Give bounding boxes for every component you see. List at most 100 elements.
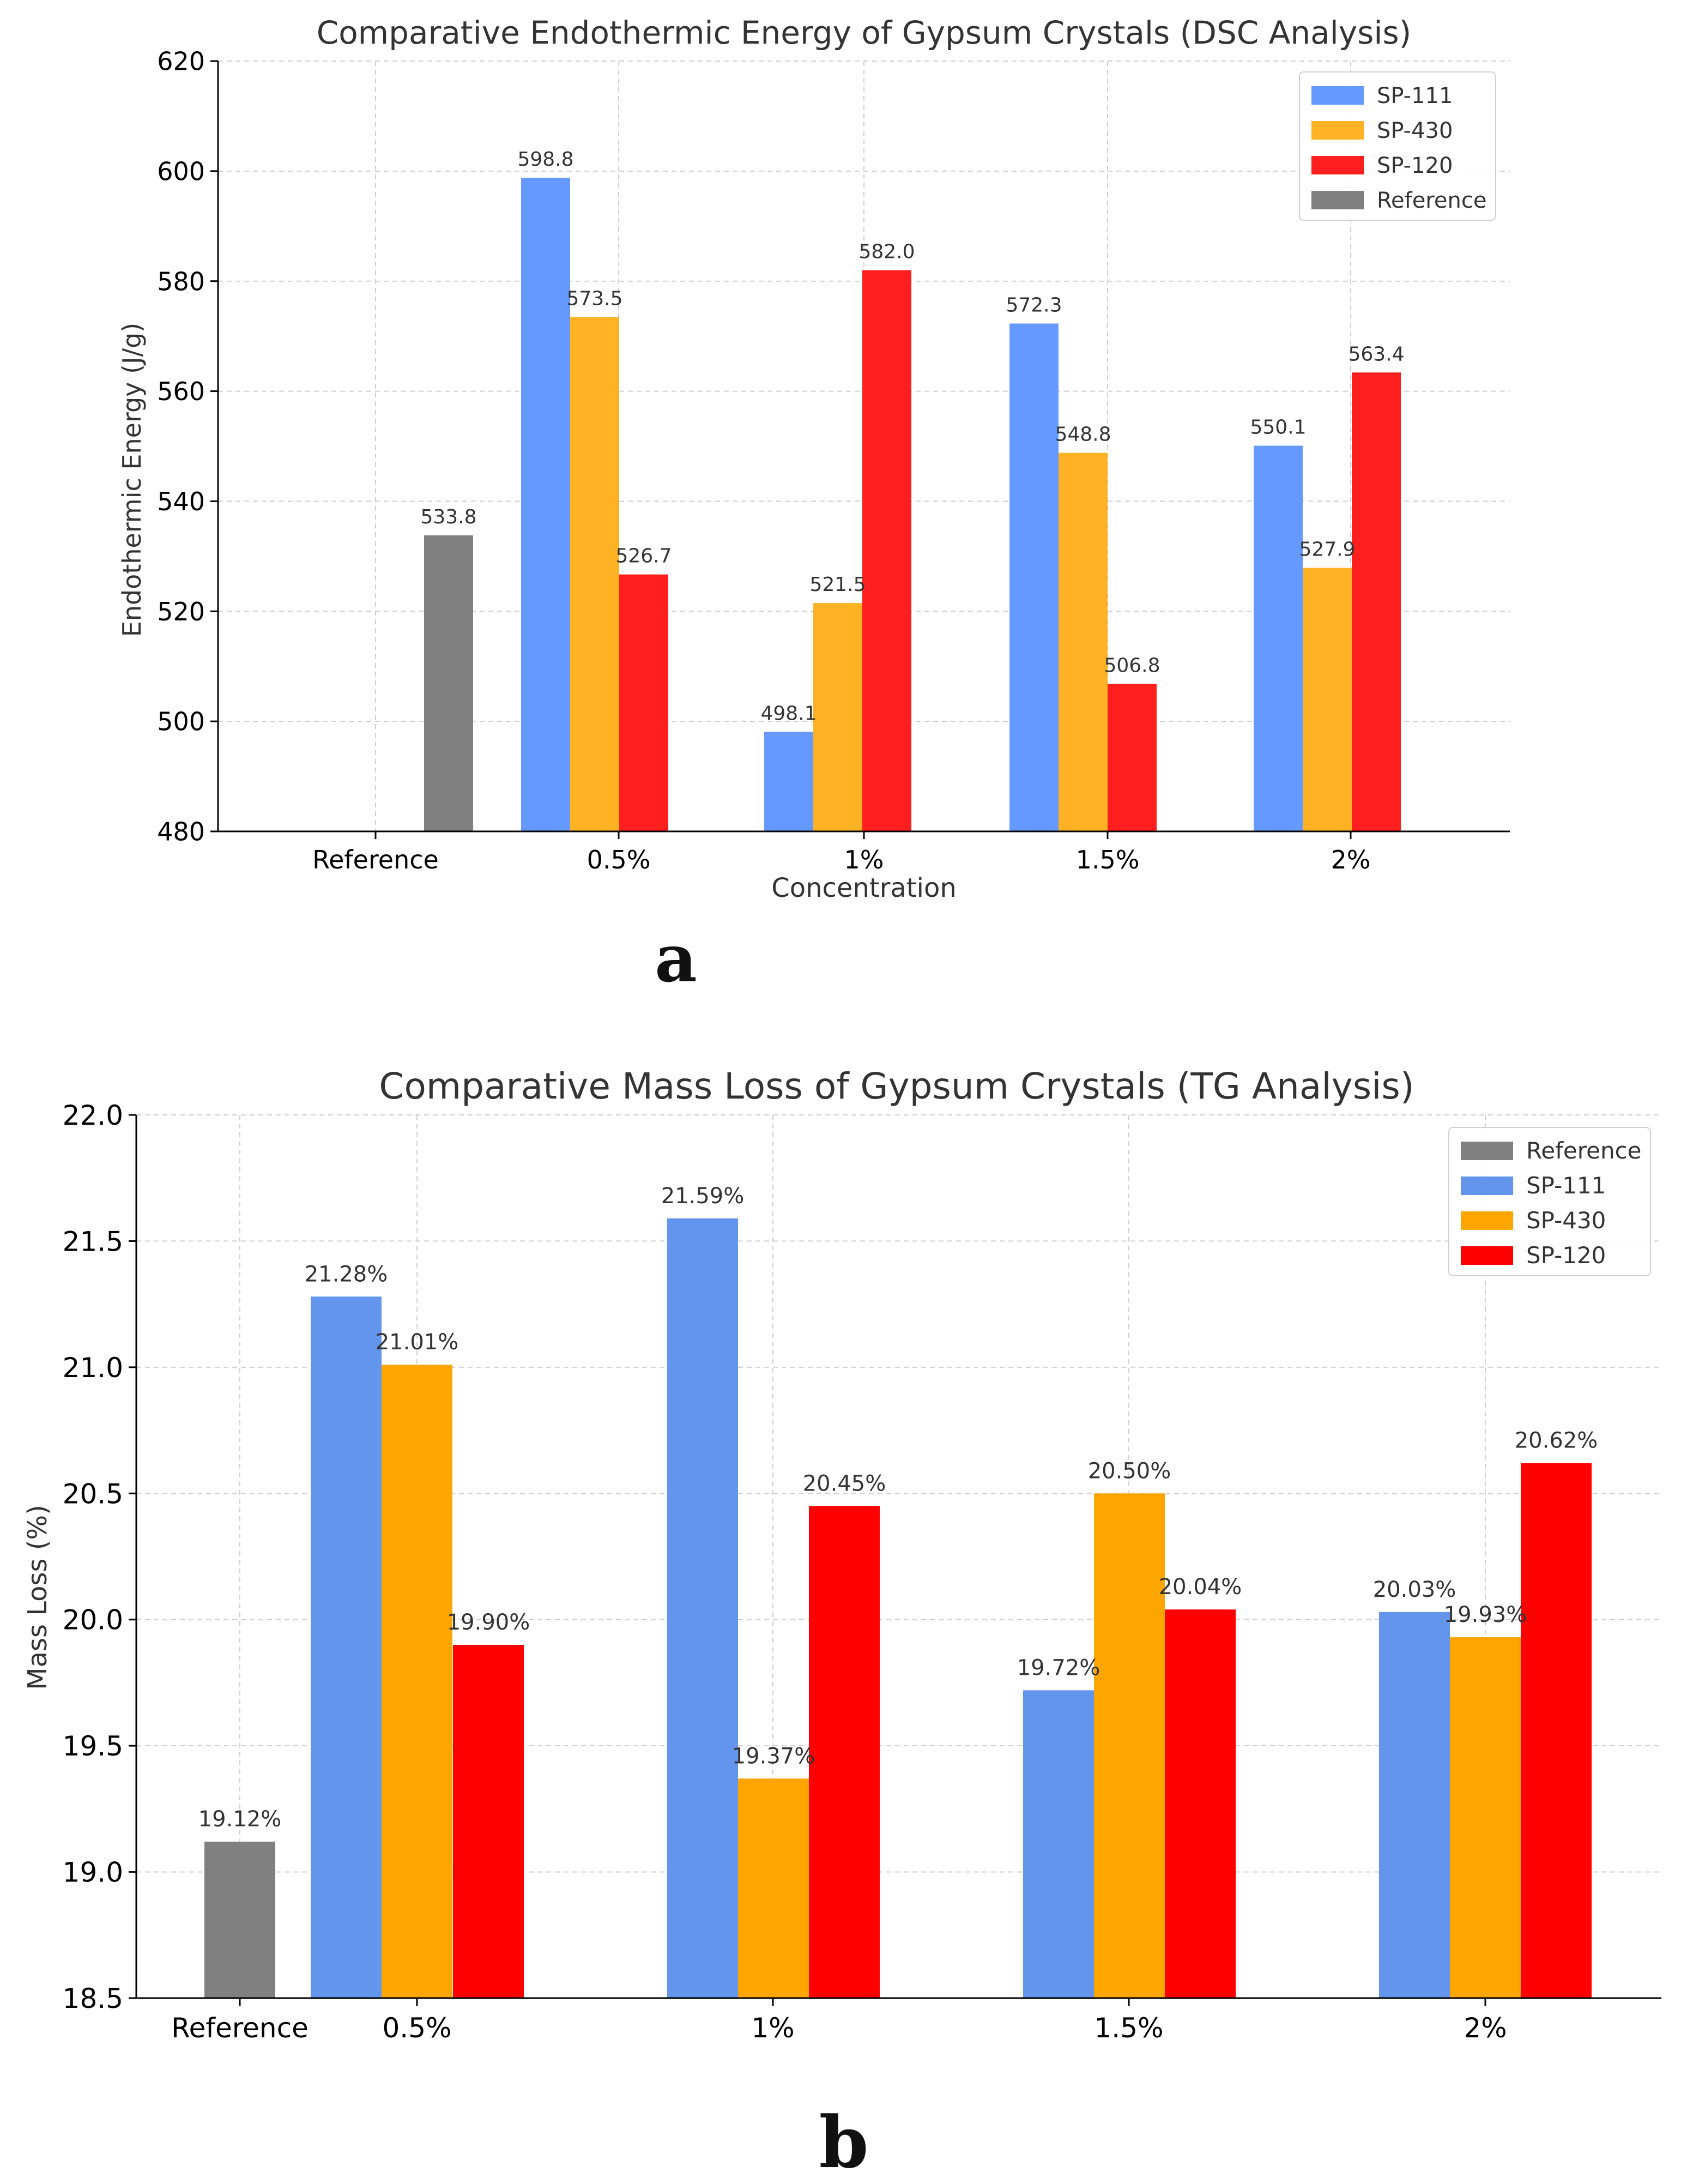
data-label: 21.28% bbox=[305, 1262, 388, 1287]
y-tick-label: 580 bbox=[157, 267, 205, 296]
legend-box bbox=[1299, 71, 1496, 221]
data-label: 498.1 bbox=[760, 702, 817, 725]
y-tick-label: 18.5 bbox=[63, 1983, 123, 2014]
legend-entry-label: SP-120 bbox=[1377, 153, 1453, 178]
data-label: 19.37% bbox=[732, 1743, 815, 1769]
x-tick-label: 1% bbox=[844, 845, 884, 874]
data-label: 548.8 bbox=[1055, 424, 1111, 446]
legend-swatch-reference bbox=[1461, 1142, 1513, 1160]
panel-a-y-tick-labels: 480 500 520 540 560 580 600 620 bbox=[157, 47, 205, 847]
legend-box bbox=[1448, 1127, 1651, 1276]
data-label: 20.03% bbox=[1373, 1577, 1456, 1602]
bar-sp-120-2pct bbox=[1352, 372, 1401, 831]
x-tick-label: 1% bbox=[751, 2012, 794, 2044]
x-tick-label: 2% bbox=[1464, 2012, 1507, 2044]
y-tick-label: 22.0 bbox=[63, 1100, 123, 1131]
data-label: 20.62% bbox=[1515, 1428, 1598, 1453]
panel-b-y-axis-label: Mass Loss (%) bbox=[22, 1505, 53, 1690]
data-label: 21.01% bbox=[376, 1330, 459, 1355]
bar-sp-120-2pct bbox=[1521, 1463, 1592, 1998]
bar-sp-111-1.5pct bbox=[1009, 323, 1059, 831]
data-label: 526.7 bbox=[615, 545, 672, 568]
panel-b-letter: b bbox=[819, 2101, 869, 2184]
y-tick-label: 20.5 bbox=[63, 1478, 123, 1510]
bar-sp-111-2pct bbox=[1254, 445, 1303, 831]
panel-b-axes bbox=[129, 1114, 1661, 2006]
y-tick-label: 21.5 bbox=[63, 1226, 123, 1257]
panel-b-bars bbox=[204, 1218, 1592, 1998]
data-label: 20.04% bbox=[1159, 1574, 1242, 1600]
y-tick-label: 19.5 bbox=[63, 1730, 123, 1762]
legend-entry-label: Reference bbox=[1526, 1137, 1642, 1164]
panel-b-legend: Reference SP-111 SP-430 SP-120 bbox=[1448, 1127, 1651, 1276]
bar-sp-430-1.5pct bbox=[1094, 1493, 1165, 1998]
data-label: 20.45% bbox=[803, 1471, 886, 1496]
panel-b-chart: Comparative Mass Loss of Gypsum Crystals… bbox=[22, 1065, 1661, 2184]
legend-entry-label: SP-430 bbox=[1526, 1207, 1606, 1234]
bar-sp-120-0.5pct bbox=[619, 574, 668, 831]
bar-sp-111-1pct bbox=[667, 1218, 738, 1998]
legend-swatch-reference bbox=[1311, 191, 1364, 209]
bar-sp-111-1.5pct bbox=[1023, 1690, 1094, 1998]
panel-b-x-tick-labels: Reference 0.5% 1% 1.5% 2% bbox=[171, 2012, 1507, 2044]
panel-a-bars bbox=[424, 177, 1401, 832]
bar-sp-120-1.5pct bbox=[1108, 684, 1157, 831]
x-tick-label: Reference bbox=[312, 845, 439, 874]
bar-sp-120-1pct bbox=[862, 270, 911, 831]
panel-a-letter: a bbox=[655, 920, 697, 997]
legend-entry-label: SP-111 bbox=[1377, 83, 1453, 108]
x-tick-label: 0.5% bbox=[587, 845, 651, 874]
data-label: 563.4 bbox=[1348, 343, 1404, 365]
y-tick-label: 480 bbox=[157, 817, 205, 847]
bar-sp-120-1.5pct bbox=[1165, 1609, 1236, 1998]
x-tick-label: Reference bbox=[171, 2012, 309, 2044]
y-tick-label: 520 bbox=[157, 597, 205, 626]
y-tick-label: 600 bbox=[157, 156, 205, 186]
data-label: 550.1 bbox=[1250, 416, 1306, 438]
panel-a-chart: Comparative Endothermic Energy of Gypsum… bbox=[117, 14, 1510, 997]
data-label: 19.72% bbox=[1017, 1655, 1100, 1680]
panel-a-y-axis-label: Endothermic Energy (J/g) bbox=[117, 323, 147, 637]
data-label: 20.50% bbox=[1088, 1458, 1171, 1483]
bar-reference-Reference bbox=[424, 535, 473, 831]
legend-entry-label: SP-430 bbox=[1377, 118, 1453, 143]
legend-swatch-sp-430 bbox=[1311, 121, 1364, 140]
bar-sp-430-1pct bbox=[738, 1778, 809, 1998]
x-tick-label: 1.5% bbox=[1094, 2012, 1163, 2044]
panel-a-x-axis-label: Concentration bbox=[771, 873, 957, 903]
panel-b-data-labels: 19.12% 21.28% 21.01% 19.90% 21.59% 19.37% 20.4… bbox=[198, 1184, 1598, 1832]
legend-entry-label: Reference bbox=[1377, 188, 1486, 213]
bar-sp-111-0.5pct bbox=[521, 177, 570, 832]
bar-sp-430-1.5pct bbox=[1059, 453, 1108, 831]
x-tick-label: 1.5% bbox=[1076, 845, 1140, 874]
panel-b-y-tick-labels: 18.5 19.0 19.5 20.0 20.5 21.0 21.5 22.0 bbox=[63, 1100, 123, 2014]
legend-entry-label: SP-120 bbox=[1526, 1242, 1606, 1269]
x-tick-label: 0.5% bbox=[382, 2012, 451, 2044]
x-tick-label: 2% bbox=[1331, 845, 1371, 874]
legend-entry-label: SP-111 bbox=[1526, 1172, 1606, 1199]
legend-swatch-sp-111 bbox=[1461, 1177, 1513, 1195]
panel-a-axes bbox=[210, 60, 1510, 839]
bar-sp-430-0.5pct bbox=[382, 1365, 452, 1998]
bar-sp-430-0.5pct bbox=[570, 317, 619, 831]
bar-sp-120-1pct bbox=[809, 1506, 880, 1998]
data-label: 527.9 bbox=[1299, 539, 1355, 561]
bar-reference-Reference bbox=[204, 1842, 275, 1998]
legend-swatch-sp-120 bbox=[1311, 156, 1364, 174]
panel-a-data-labels: 533.8 598.8 573.5 526.7 498.1 521.5 582.0 572.3… bbox=[420, 148, 1404, 725]
data-label: 521.5 bbox=[809, 574, 866, 596]
y-tick-label: 21.0 bbox=[63, 1352, 123, 1384]
data-label: 506.8 bbox=[1104, 655, 1160, 677]
legend-swatch-sp-430 bbox=[1461, 1211, 1513, 1230]
y-tick-label: 500 bbox=[157, 707, 205, 737]
bar-sp-111-2pct bbox=[1379, 1612, 1450, 1998]
bar-sp-430-2pct bbox=[1450, 1637, 1521, 1998]
y-tick-label: 620 bbox=[157, 47, 205, 76]
y-tick-label: 20.0 bbox=[63, 1604, 123, 1636]
data-label: 19.90% bbox=[447, 1610, 530, 1635]
bar-sp-430-1pct bbox=[813, 603, 862, 831]
data-label: 19.12% bbox=[198, 1807, 282, 1832]
data-label: 21.59% bbox=[661, 1184, 745, 1209]
y-tick-label: 540 bbox=[157, 487, 205, 516]
